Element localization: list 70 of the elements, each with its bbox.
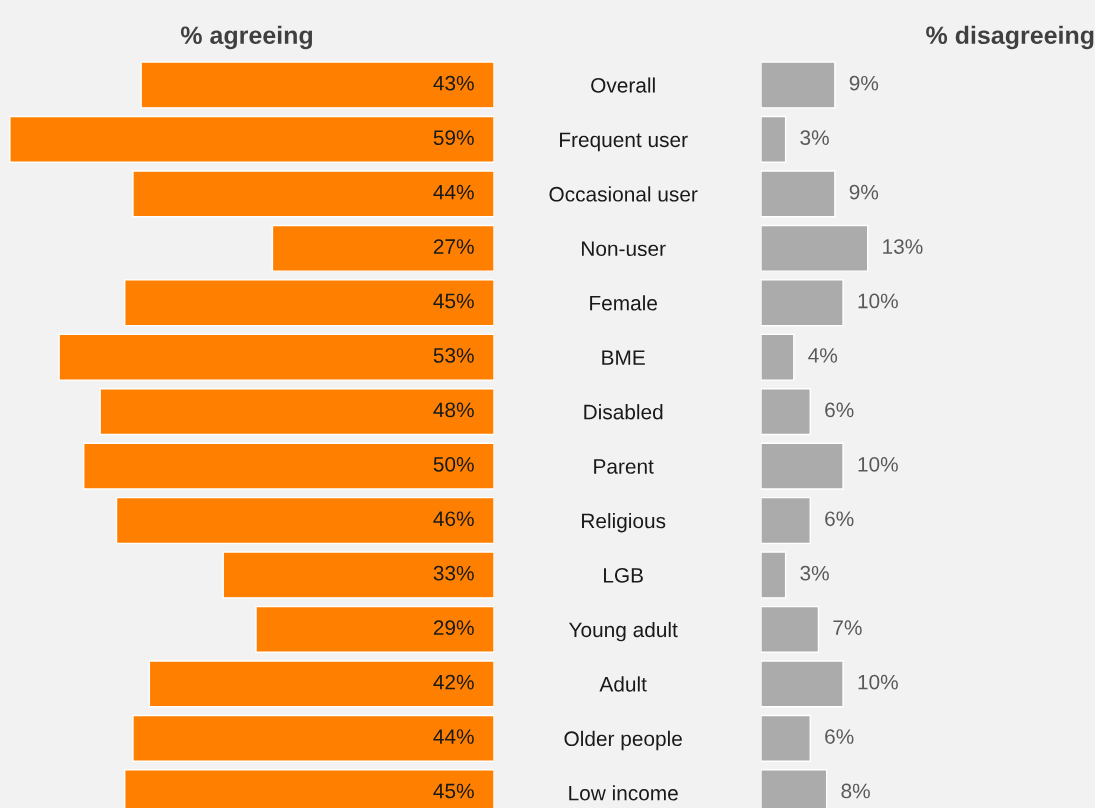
bar (99, 388, 494, 436)
bar (124, 279, 494, 327)
data-label: 7% (833, 620, 862, 635)
y-tick-label: LGB (604, 567, 643, 583)
y-tick-label: Adult (599, 676, 647, 692)
data-label: 6% (825, 511, 854, 527)
data-label: 59% (433, 130, 474, 146)
bar (222, 551, 494, 599)
data-label: 3% (800, 565, 829, 581)
bar (83, 442, 494, 490)
bar (761, 496, 811, 545)
data-label: 27% (433, 239, 474, 254)
data-label: 45% (433, 783, 474, 799)
y-tick-label: Religious (582, 513, 666, 533)
data-label: 50% (433, 456, 474, 472)
data-label: 43% (433, 75, 474, 91)
bar (761, 333, 795, 381)
data-label: 4% (808, 348, 838, 363)
y-tick-label: Non-user (582, 241, 666, 257)
bar (115, 496, 494, 545)
data-label: 44% (433, 184, 474, 200)
bar (761, 551, 787, 599)
data-label: 6% (825, 402, 854, 418)
bar (761, 279, 844, 327)
bar (148, 660, 494, 708)
bar (255, 605, 494, 653)
bar (761, 61, 836, 109)
bar (132, 714, 494, 762)
chart-title: % agreeing (180, 25, 313, 50)
chart-title: % disagreeing (926, 25, 1094, 50)
data-label: 45% (433, 293, 474, 309)
data-label: 3% (800, 130, 829, 146)
bar (761, 224, 869, 272)
y-tick-label: Female (590, 295, 657, 311)
bar (271, 224, 494, 272)
data-label: 10% (858, 456, 898, 472)
y-tick-label: Young adult (568, 621, 678, 642)
data-label: 9% (849, 75, 879, 91)
data-label: 53% (433, 348, 474, 363)
data-label: 44% (433, 729, 474, 744)
bar (761, 388, 811, 436)
data-label: 8% (841, 783, 870, 799)
bar (761, 605, 820, 653)
data-label: 6% (825, 729, 854, 744)
bar (9, 115, 494, 163)
y-tick-label: Parent (594, 459, 654, 474)
data-label: 13% (883, 239, 923, 254)
data-label: 10% (858, 293, 898, 309)
data-label: 10% (858, 674, 898, 690)
y-tick-label: BME (602, 350, 645, 365)
data-label: 9% (849, 184, 879, 200)
bar (761, 170, 836, 218)
data-label: 42% (433, 674, 474, 690)
bar (761, 714, 811, 762)
bar (761, 442, 844, 490)
bar (761, 660, 844, 708)
y-tick-label: Low income (569, 785, 678, 801)
bar (140, 61, 494, 109)
bar (761, 115, 787, 163)
y-tick-label: Occasional user (549, 186, 698, 202)
y-tick-label: Frequent user (560, 132, 688, 152)
data-label: 33% (433, 565, 474, 581)
y-tick-label: Disabled (584, 404, 663, 420)
data-label: 46% (433, 511, 474, 527)
data-label: 48% (433, 402, 474, 418)
bar (58, 333, 494, 381)
y-tick-label: Overall (591, 77, 655, 93)
bar (132, 170, 494, 218)
data-label: 29% (433, 620, 474, 636)
y-tick-label: Older people (564, 730, 682, 751)
